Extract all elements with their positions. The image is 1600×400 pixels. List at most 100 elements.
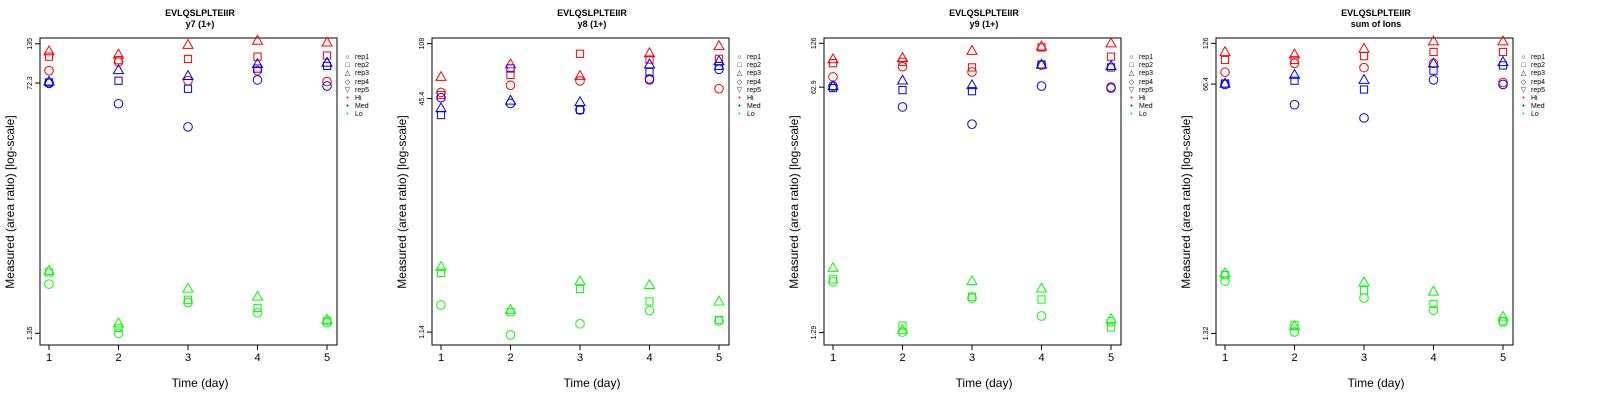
data-point-hi-square bbox=[1430, 48, 1437, 55]
data-point-lo-square bbox=[184, 296, 191, 303]
legend-item-rep2: □ rep2 bbox=[343, 62, 369, 70]
legend-item-rep5: ▽ rep5 bbox=[1519, 87, 1545, 95]
data-point-lo-triangle-up bbox=[253, 291, 263, 300]
legend-item-med: • Med bbox=[735, 103, 761, 111]
data-point-med-circle bbox=[1429, 76, 1438, 85]
x-tick-label: 4 bbox=[1038, 352, 1044, 364]
y-tick-label: 135 bbox=[27, 38, 34, 50]
legend-triangle-down-icon: ▽ bbox=[1519, 87, 1528, 95]
y-tick-label: 126 bbox=[811, 37, 818, 49]
x-tick-label: 5 bbox=[1500, 352, 1506, 364]
data-point-hi-circle bbox=[898, 62, 907, 71]
data-point-lo-triangle-up bbox=[645, 280, 655, 289]
y-tick-label: 1.35 bbox=[27, 326, 34, 340]
legend-diamond-icon: ◇ bbox=[1127, 79, 1136, 87]
legend-triangle-up-icon: △ bbox=[1127, 70, 1136, 78]
legend-dot-icon: • bbox=[1127, 111, 1136, 119]
legend-item-lo: • Lo bbox=[735, 111, 761, 119]
data-point-lo-square bbox=[1360, 287, 1367, 294]
plot-frame bbox=[824, 38, 1121, 345]
legend: ○ rep1 □ rep2 △ rep3 ◇ rep4 ▽ rep5 • Hi • Med •… bbox=[343, 54, 369, 120]
x-axis-label: Time (day) bbox=[422, 376, 762, 390]
data-point-hi-triangle-up bbox=[714, 41, 724, 50]
legend-item-rep1: ○ rep1 bbox=[1127, 54, 1153, 62]
x-tick-label: 4 bbox=[1430, 352, 1436, 364]
x-tick-label: 1 bbox=[1222, 352, 1228, 364]
legend-circle-icon: ○ bbox=[735, 54, 744, 62]
legend-item-rep3: △ rep3 bbox=[1519, 70, 1545, 78]
x-tick-label: 3 bbox=[577, 352, 583, 364]
data-point-hi-triangle-up bbox=[1498, 36, 1508, 45]
legend-item-rep3: △ rep3 bbox=[1127, 70, 1153, 78]
data-point-hi-square bbox=[576, 50, 583, 57]
data-point-med-square bbox=[115, 77, 122, 84]
legend-item-med: • Med bbox=[1127, 103, 1153, 111]
legend-dot-icon: • bbox=[1127, 95, 1136, 103]
data-point-hi-square bbox=[1499, 48, 1506, 55]
data-point-hi-circle bbox=[576, 77, 585, 86]
y-tick-label: 1.29 bbox=[811, 326, 818, 340]
data-point-lo-square bbox=[1038, 296, 1045, 303]
x-axis-label: Time (day) bbox=[814, 376, 1154, 390]
x-tick-label: 3 bbox=[185, 352, 191, 364]
figure: EVLQSLPLTEIIR y7 (1+) 1 2 3 4 5 1.35 72.3 135 M… bbox=[0, 0, 1600, 400]
data-point-med-circle bbox=[184, 123, 193, 132]
plot-frame bbox=[40, 38, 337, 345]
data-point-hi-triangle-up bbox=[1429, 36, 1439, 45]
plot-frame bbox=[1216, 38, 1513, 345]
x-tick-label: 5 bbox=[716, 352, 722, 364]
data-point-lo-circle bbox=[253, 308, 262, 317]
legend-item-hi: • Hi bbox=[1127, 95, 1153, 103]
data-point-lo-circle bbox=[114, 329, 123, 338]
legend-dot-icon: • bbox=[735, 111, 744, 119]
legend-item-hi: • Hi bbox=[343, 95, 369, 103]
data-point-lo-triangle-up bbox=[1037, 283, 1047, 292]
data-point-hi-square bbox=[184, 55, 191, 62]
legend-square-icon: □ bbox=[343, 62, 352, 70]
y-axis-label: Measured (area ratio) [log-scale] bbox=[3, 87, 17, 317]
legend-diamond-icon: ◇ bbox=[735, 79, 744, 87]
data-point-lo-circle bbox=[829, 278, 838, 287]
data-point-med-circle bbox=[898, 103, 907, 112]
data-point-med-square bbox=[576, 106, 583, 113]
legend-item-rep4: ◇ rep4 bbox=[735, 79, 761, 87]
legend-triangle-down-icon: ▽ bbox=[1127, 87, 1136, 95]
y-tick-label: 72.3 bbox=[27, 76, 34, 90]
plot-area: 1 2 3 4 51.3266.4126 bbox=[1176, 0, 1576, 400]
x-tick-label: 3 bbox=[1361, 352, 1367, 364]
data-point-med-circle bbox=[1290, 100, 1299, 109]
data-point-med-circle bbox=[1360, 114, 1369, 123]
legend-item-rep5: ▽ rep5 bbox=[1127, 87, 1153, 95]
data-point-lo-circle bbox=[437, 301, 446, 310]
y-tick-label: 45.4 bbox=[419, 92, 426, 106]
data-point-hi-circle bbox=[506, 81, 515, 90]
x-axis-label: Time (day) bbox=[1206, 376, 1546, 390]
legend-item-med: • Med bbox=[1519, 103, 1545, 111]
y-tick-label: 108 bbox=[419, 38, 426, 50]
data-point-hi-square bbox=[1221, 56, 1228, 63]
data-point-med-triangle-up bbox=[1359, 75, 1369, 84]
legend-item-rep1: ○ rep1 bbox=[343, 54, 369, 62]
data-point-med-square bbox=[184, 85, 191, 92]
data-point-lo-triangle-up bbox=[183, 283, 193, 292]
plot-area: 1 2 3 4 51.2962.9126 bbox=[784, 0, 1184, 400]
data-point-med-square bbox=[437, 111, 444, 118]
legend-triangle-down-icon: ▽ bbox=[343, 87, 352, 95]
x-tick-label: 5 bbox=[1108, 352, 1114, 364]
x-tick-label: 4 bbox=[254, 352, 260, 364]
legend-item-rep2: □ rep2 bbox=[1519, 62, 1545, 70]
y-axis-label: Measured (area ratio) [log-scale] bbox=[395, 87, 409, 317]
legend-item-rep4: ◇ rep4 bbox=[1519, 79, 1545, 87]
x-tick-label: 5 bbox=[324, 352, 330, 364]
legend-item-lo: • Lo bbox=[343, 111, 369, 119]
x-tick-label: 1 bbox=[438, 352, 444, 364]
plot-frame bbox=[432, 38, 729, 345]
legend-item-rep5: ▽ rep5 bbox=[343, 87, 369, 95]
legend-dot-icon: • bbox=[343, 95, 352, 103]
legend-dot-icon: • bbox=[1519, 103, 1528, 111]
legend-item-rep3: △ rep3 bbox=[343, 70, 369, 78]
data-point-lo-square bbox=[829, 276, 836, 283]
data-point-lo-square bbox=[254, 304, 261, 311]
legend-item-rep5: ▽ rep5 bbox=[735, 87, 761, 95]
data-point-med-triangle-up bbox=[575, 97, 585, 106]
